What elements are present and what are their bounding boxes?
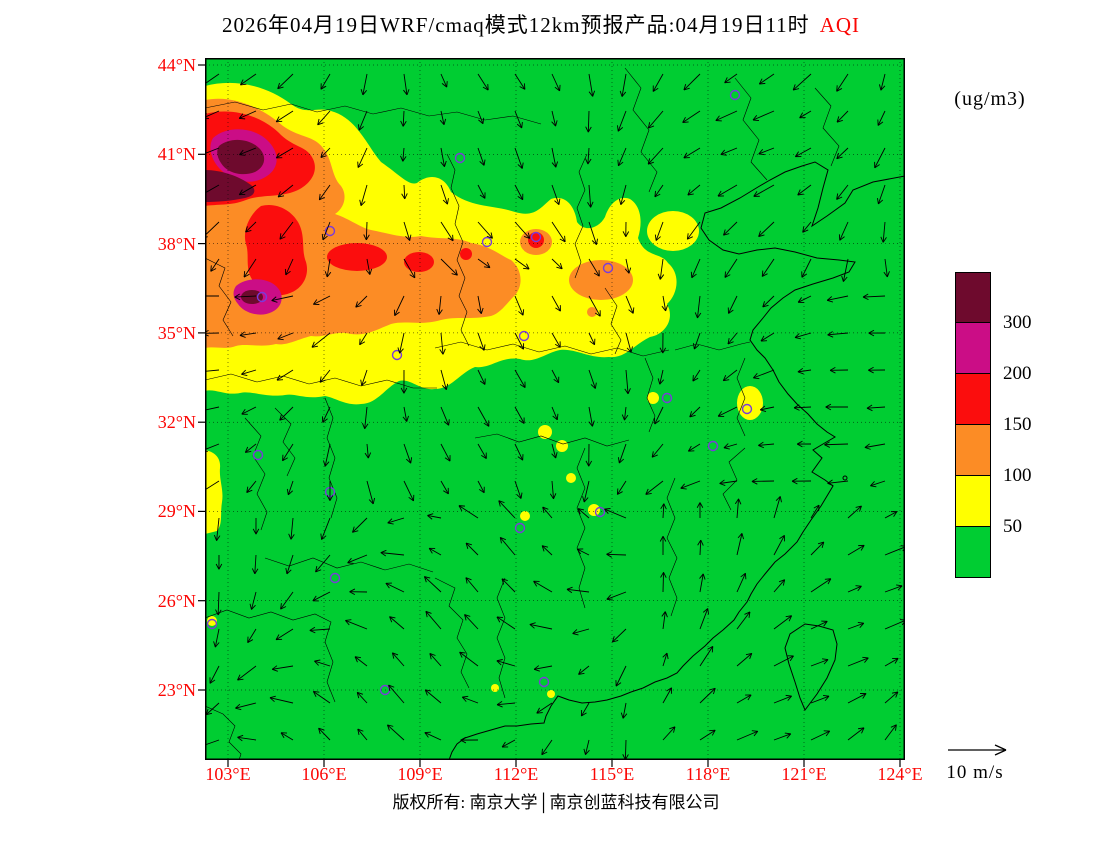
legend-tick-label: 100 xyxy=(1003,465,1032,486)
legend-swatch-200-300 xyxy=(955,323,991,374)
lon-label: 118°E xyxy=(685,764,731,784)
lon-label: 124°E xyxy=(877,764,923,784)
map-frame xyxy=(205,58,905,760)
copyright-text: 版权所有: 南京大学│南京创蓝科技有限公司 xyxy=(392,793,720,812)
lat-label: 29°N xyxy=(157,501,196,521)
legend-tick-label: 300 xyxy=(1003,312,1032,333)
legend-swatch-100-150 xyxy=(955,425,991,476)
lat-label: 44°N xyxy=(157,55,196,75)
legend-swatch-50-100 xyxy=(955,476,991,527)
lon-label: 103°E xyxy=(205,764,251,784)
forecast-map xyxy=(198,58,905,767)
legend-swatch-150-200 xyxy=(955,374,991,425)
title-pollutant: AQI xyxy=(819,13,861,37)
wind-reference-arrow-icon xyxy=(948,744,1007,756)
lat-label: 23°N xyxy=(157,680,196,700)
wind-reference-label: 10 m/s xyxy=(946,762,1004,783)
lon-label: 112°E xyxy=(493,764,539,784)
lat-label: 26°N xyxy=(157,591,196,611)
lon-label: 115°E xyxy=(589,764,635,784)
boundary-layer xyxy=(205,67,905,760)
station-marker-layer xyxy=(206,89,753,696)
title-main: 2026年04月19日WRF/cmaq模式12km预报产品:04月19日11时 xyxy=(221,13,810,37)
lon-label: 106°E xyxy=(301,764,347,784)
wind-vector-layer xyxy=(205,73,905,760)
legend-swatch-lt50 xyxy=(955,527,991,578)
legend-colorbar xyxy=(955,272,991,578)
lat-label: 32°N xyxy=(157,412,196,432)
lat-label: 41°N xyxy=(157,144,196,164)
aqi-fill-layer xyxy=(205,82,763,698)
axis-ticks xyxy=(198,64,901,767)
legend-tick-label: 200 xyxy=(1003,363,1032,384)
legend-tick-label: 50 xyxy=(1003,516,1022,537)
lon-label: 109°E xyxy=(397,764,443,784)
legend-swatch-gt300 xyxy=(955,272,991,323)
units-label: (ug/m3) xyxy=(954,88,1026,110)
color-legend: 300 200 150 100 50 xyxy=(955,272,1075,578)
legend-tick-label: 150 xyxy=(1003,414,1032,435)
lat-label: 35°N xyxy=(157,323,196,343)
lon-label: 121°E xyxy=(781,764,827,784)
page-title: 2026年04月19日WRF/cmaq模式12km预报产品:04月19日11时 A… xyxy=(141,9,941,39)
lat-label: 38°N xyxy=(157,234,196,254)
